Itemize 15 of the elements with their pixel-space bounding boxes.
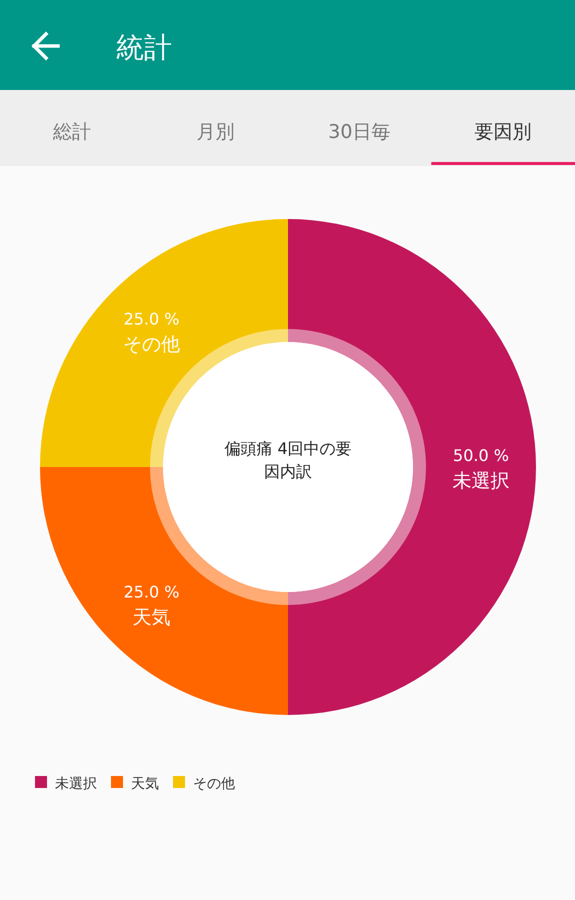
data-label: 25.0 % (124, 310, 180, 329)
legend-label: 未選択 (55, 776, 97, 792)
slice-label: 天気 (132, 606, 171, 628)
text: 30日毎 (328, 121, 390, 143)
slice-label: 未選択 (452, 470, 510, 492)
chart-title: 統計 (116, 31, 172, 64)
data-label: 25.0 % (124, 582, 180, 602)
text: 月別 (196, 121, 235, 143)
text: 偏頭痛 4回中の要因内訳 (224, 438, 352, 483)
text: 総計 (52, 121, 91, 143)
data-label: 50.0 % (453, 446, 509, 465)
text: 要因別 (474, 121, 532, 143)
legend-label: その他 (193, 776, 235, 792)
legend-label: 天気 (131, 776, 159, 792)
slice-label: その他 (123, 334, 180, 356)
